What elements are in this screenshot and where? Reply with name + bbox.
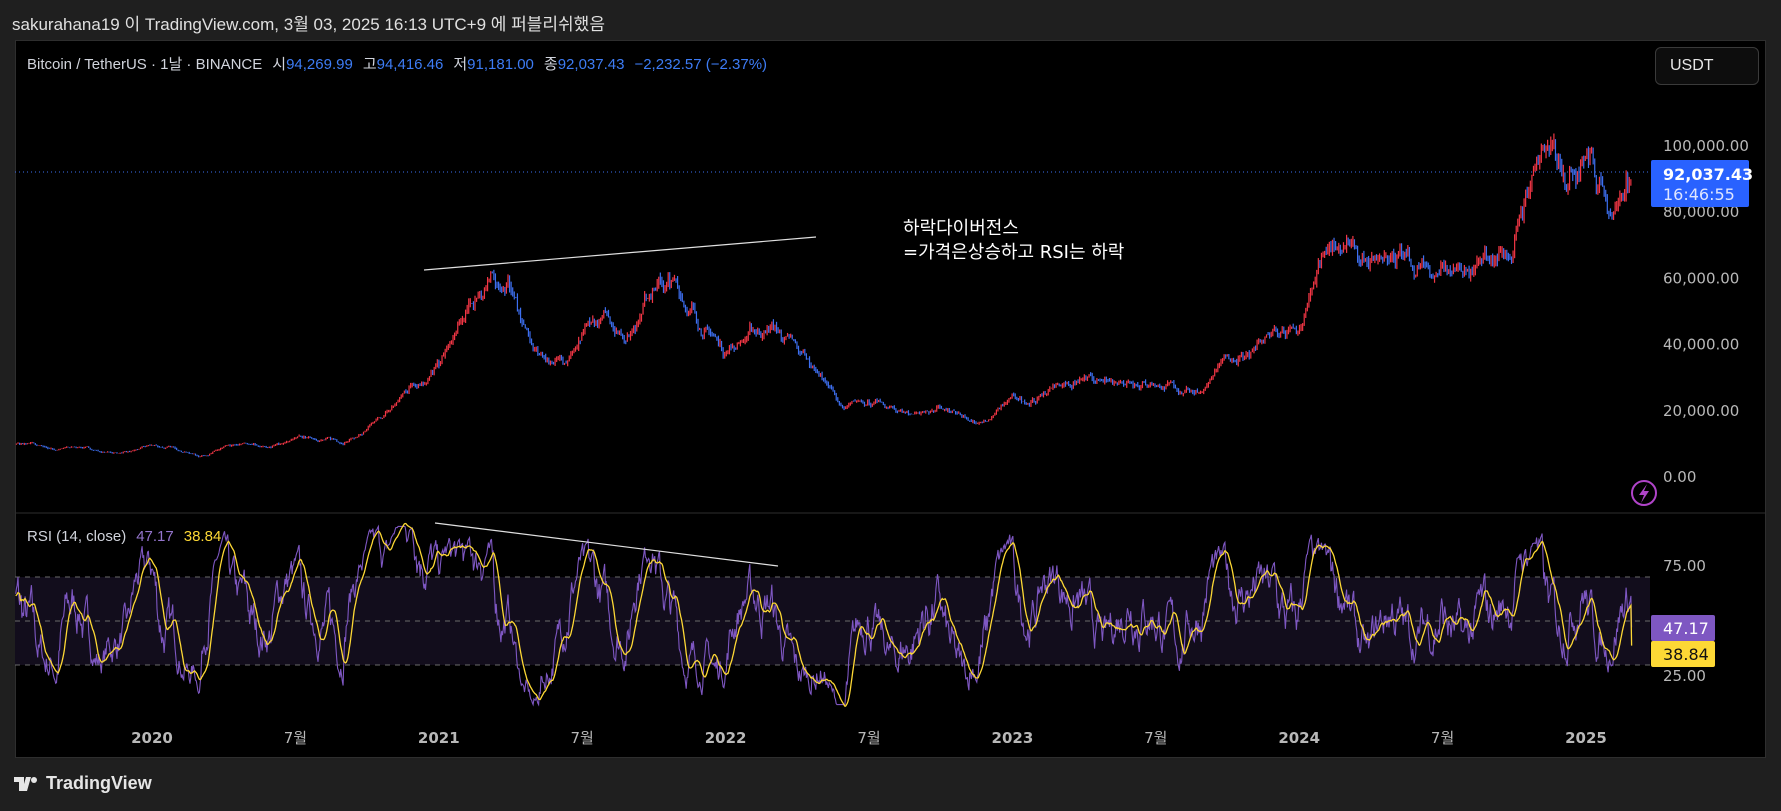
rsi-ma-label-bg <box>1651 641 1715 667</box>
rsi-trendline[interactable] <box>434 522 779 567</box>
time-tick-label: 2022 <box>705 729 747 747</box>
time-tick-label: 7월 <box>857 729 880 747</box>
brand-name: TradingView <box>46 773 152 793</box>
rsi-ma-legend-value: 38.84 <box>183 528 222 545</box>
low-value: 91,181.00 <box>467 56 534 73</box>
price-tick-label: 60,000.00 <box>1663 269 1739 287</box>
last-price-value: 92,037.43 <box>1663 165 1753 184</box>
tradingview-logo[interactable]: TradingView <box>14 773 152 794</box>
price-tick-label: 20,000.00 <box>1663 402 1739 420</box>
countdown: 16:46:55 <box>1663 185 1735 204</box>
rsi-name[interactable]: RSI (14, close) <box>27 528 127 545</box>
rsi-ma-value-label: 38.84 <box>1663 645 1709 664</box>
symbol-legend[interactable]: Bitcoin / TetherUS · 1날 · BINANCE 시94,269… <box>27 53 777 74</box>
high-label: 고 <box>362 56 377 73</box>
price-trendline[interactable] <box>423 236 817 271</box>
published-info: sakurahana19 이 TradingView.com, 3월 03, 2… <box>12 15 605 34</box>
low-label: 저 <box>453 56 468 73</box>
price-tick-label: 80,000.00 <box>1663 203 1739 221</box>
time-tick-label: 2020 <box>131 729 173 747</box>
rsi-tick-label: 25.00 <box>1663 667 1706 685</box>
time-tick-label: 7월 <box>284 729 307 747</box>
time-tick-label: 7월 <box>1144 729 1167 747</box>
close-value: 92,037.43 <box>557 56 625 73</box>
time-tick-label: 2025 <box>1565 729 1607 747</box>
price-tick-label: 40,000.00 <box>1663 336 1739 354</box>
price-tick-label: 0.00 <box>1663 468 1696 486</box>
currency-button[interactable]: USDT <box>1655 47 1759 85</box>
rsi-tick-label: 75.00 <box>1663 557 1706 575</box>
annotation-line2[interactable]: =가격은상승하고 RSI는 하락 <box>903 242 1124 263</box>
tradingview-logo-icon <box>14 776 37 791</box>
last-price-label-bg <box>1651 160 1749 207</box>
time-tick-label: 7월 <box>1431 729 1454 747</box>
time-tick-label: 2021 <box>418 729 460 747</box>
open-label: 시 <box>272 56 287 73</box>
rsi-label-bg <box>1651 615 1715 641</box>
price-tick-label: 100,000.00 <box>1663 137 1749 155</box>
rsi-legend[interactable]: RSI (14, close) 47.17 38.84 <box>27 528 221 545</box>
candles <box>15 133 1632 458</box>
time-tick-label: 2023 <box>992 729 1034 747</box>
time-tick-label: 2024 <box>1278 729 1320 747</box>
close-label: 종 <box>543 56 558 73</box>
change-value: −2,232.57 (−2.37%) <box>634 56 768 73</box>
rsi-ma-line <box>15 522 1633 707</box>
annotation-line1[interactable]: 하락다이버전스 <box>903 218 1019 239</box>
rsi-legend-value: 47.17 <box>136 528 174 545</box>
high-value: 94,416.46 <box>376 56 444 73</box>
time-tick-label: 7월 <box>571 729 594 747</box>
symbol-name[interactable]: Bitcoin / TetherUS · 1날 · BINANCE <box>27 56 263 73</box>
rsi-value-label: 47.17 <box>1663 619 1709 638</box>
open-value: 94,269.99 <box>286 56 353 73</box>
lightning-icon[interactable] <box>1631 480 1657 506</box>
